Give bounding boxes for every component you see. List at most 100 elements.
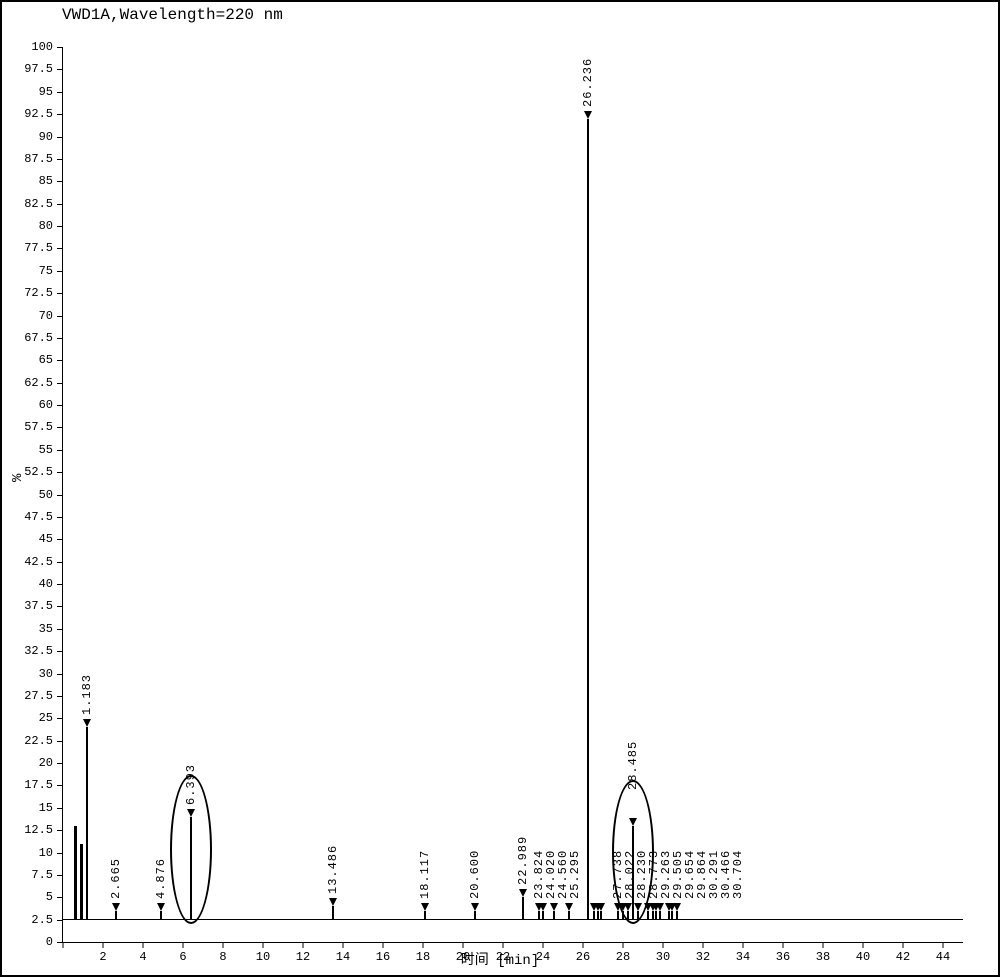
xtick-label: 10: [256, 942, 270, 964]
ytick-label: 30: [39, 667, 63, 681]
xtick-mark: [63, 942, 64, 948]
ytick-label: 45: [39, 532, 63, 546]
peak-marker-icon: [584, 111, 592, 119]
peak: [597, 911, 599, 920]
ytick-label: 5: [46, 890, 63, 904]
ytick-label: 0: [46, 935, 63, 949]
xtick-label: 28: [616, 942, 630, 964]
peak-label: 25.295: [568, 849, 582, 898]
xtick-label: 18: [416, 942, 430, 964]
peak-marker-icon: [421, 903, 429, 911]
peak: [622, 911, 624, 920]
ytick-label: 47.5: [24, 510, 63, 524]
ytick-label: 62.5: [24, 376, 63, 390]
chart-title: VWD1A,Wavelength=220 nm: [62, 6, 283, 24]
ytick-label: 60: [39, 398, 63, 412]
ytick-label: 85: [39, 174, 63, 188]
peak-marker-icon: [656, 903, 664, 911]
peak-marker-icon: [565, 903, 573, 911]
peak-label: 28.485: [626, 741, 640, 790]
peak: [522, 897, 524, 919]
plot-area: 02.557.51012.51517.52022.52527.53032.535…: [62, 47, 963, 943]
ytick-label: 32.5: [24, 644, 63, 658]
peak: [568, 911, 570, 920]
peak-marker-icon: [624, 903, 632, 911]
xtick-label: 14: [336, 942, 350, 964]
xtick-label: 6: [179, 942, 186, 964]
solvent-peak: [74, 826, 77, 920]
peak-marker-icon: [187, 809, 195, 817]
peak-marker-icon: [634, 903, 642, 911]
peak-label: 1.183: [80, 674, 94, 715]
ytick-label: 77.5: [24, 241, 63, 255]
ytick-label: 2.5: [31, 913, 63, 927]
peak: [676, 911, 678, 920]
peak: [160, 911, 162, 920]
peak: [659, 911, 661, 920]
peak-label: 2.665: [109, 858, 123, 899]
ytick-label: 7.5: [31, 868, 63, 882]
ytick-label: 10: [39, 846, 63, 860]
ytick-label: 52.5: [24, 465, 63, 479]
ytick-label: 22.5: [24, 734, 63, 748]
xtick-label: 26: [576, 942, 590, 964]
peak: [587, 119, 589, 920]
ytick-label: 90: [39, 130, 63, 144]
peak-label: 20.600: [468, 849, 482, 898]
peak: [542, 911, 544, 920]
ytick-label: 97.5: [24, 62, 63, 76]
peak-label: 18.117: [418, 849, 432, 898]
ytick-label: 17.5: [24, 778, 63, 792]
peak-marker-icon: [519, 889, 527, 897]
ytick-label: 25: [39, 711, 63, 725]
peak: [424, 911, 426, 920]
peak: [632, 826, 634, 920]
ytick-label: 35: [39, 622, 63, 636]
xtick-label: 38: [816, 942, 830, 964]
ytick-label: 92.5: [24, 107, 63, 121]
xtick-label: 16: [376, 942, 390, 964]
peak-label: 30.704: [731, 849, 745, 898]
xtick-label: 4: [139, 942, 146, 964]
peak: [627, 911, 629, 920]
peak-marker-icon: [597, 903, 605, 911]
peak-marker-icon: [471, 903, 479, 911]
peak-marker-icon: [539, 903, 547, 911]
ytick-label: 20: [39, 756, 63, 770]
chart-container: VWD1A,Wavelength=220 nm % 02.557.51012.5…: [0, 0, 1000, 977]
ytick-label: 12.5: [24, 823, 63, 837]
peak-label: 22.989: [516, 836, 530, 885]
ytick-label: 72.5: [24, 286, 63, 300]
peak-marker-icon: [83, 719, 91, 727]
ytick-label: 65: [39, 353, 63, 367]
peak: [115, 911, 117, 920]
peak: [617, 911, 619, 920]
peak-label: 13.486: [326, 845, 340, 894]
peak: [647, 911, 649, 920]
peak: [474, 911, 476, 920]
baseline: [63, 919, 963, 920]
peak: [593, 911, 595, 920]
ytick-label: 70: [39, 309, 63, 323]
peak-marker-icon: [673, 903, 681, 911]
x-axis-label: 时间 [min]: [461, 949, 539, 969]
ytick-label: 55: [39, 443, 63, 457]
xtick-label: 34: [736, 942, 750, 964]
solvent-peak: [80, 844, 83, 920]
peak: [652, 911, 654, 920]
xtick-label: 42: [896, 942, 910, 964]
ytick-label: 95: [39, 85, 63, 99]
ytick-label: 27.5: [24, 689, 63, 703]
peak: [538, 911, 540, 920]
peak: [671, 911, 673, 920]
peak-marker-icon: [157, 903, 165, 911]
peak: [332, 906, 334, 919]
ytick-label: 50: [39, 488, 63, 502]
peak: [86, 727, 88, 919]
xtick-label: 12: [296, 942, 310, 964]
ytick-label: 57.5: [24, 420, 63, 434]
ytick-label: 75: [39, 264, 63, 278]
peak: [655, 911, 657, 920]
peak-label: 4.876: [154, 858, 168, 899]
peak: [553, 911, 555, 920]
